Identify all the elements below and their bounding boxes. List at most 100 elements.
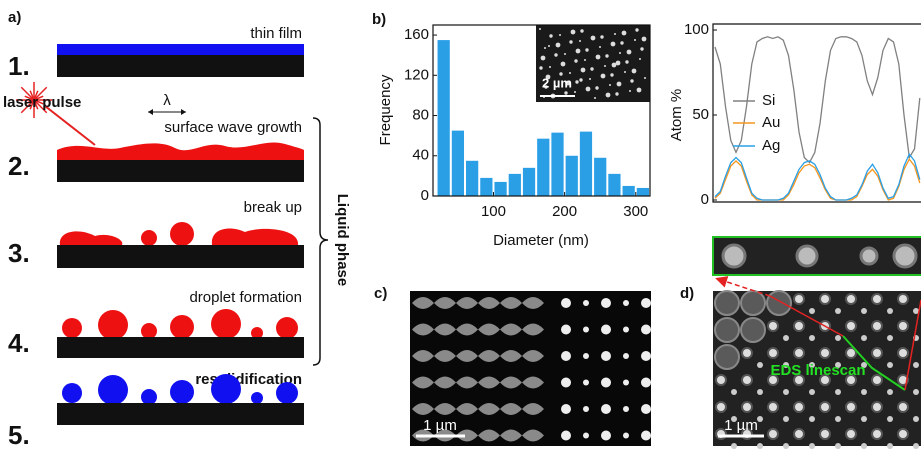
step-caption: droplet formation: [189, 289, 302, 306]
sem-particle: [575, 80, 578, 83]
sem-particle: [590, 67, 593, 70]
sem-particle: [591, 36, 596, 41]
sem-inset: 2 µm: [536, 25, 650, 102]
sem-dot: [835, 335, 841, 341]
sem-dot: [898, 294, 908, 304]
panel-a: a) thin film 1. laser pulse λ surface wa…: [3, 9, 351, 449]
panel-label: a): [8, 9, 21, 26]
sem-dot: [835, 416, 841, 422]
y-tick-label: 0: [421, 187, 429, 204]
sem-dot: [561, 325, 571, 335]
sem-dot: [623, 433, 629, 439]
sem-dot: [768, 321, 778, 331]
panel-b: b) Frequency Diameter (nm) 2 µm: [372, 11, 650, 249]
sem-dot: [835, 308, 841, 314]
sem-dot: [872, 321, 882, 331]
sem-dot: [809, 443, 815, 449]
step-caption: surface wave growth: [164, 119, 302, 136]
step-number: 4.: [8, 328, 30, 358]
sem-dot: [846, 402, 856, 412]
sem-dot: [641, 431, 651, 441]
sem-disk: [715, 345, 739, 369]
sem-particle: [579, 78, 582, 81]
y-tick-label: 120: [404, 66, 429, 83]
substrate: [57, 245, 304, 268]
sem-particle: [585, 48, 588, 51]
legend-label: Au: [762, 114, 780, 131]
sem-particle: [627, 50, 632, 55]
sem-particle: [610, 73, 613, 76]
sem-particle: [622, 31, 627, 36]
sem-particle: [569, 72, 571, 74]
sem-disk: [741, 291, 765, 315]
x-axis-label: Diameter (nm): [493, 232, 589, 249]
sem-disk: [741, 318, 765, 342]
sem-dot: [809, 308, 815, 314]
sem-particle: [617, 82, 622, 87]
step-number: 1.: [8, 51, 30, 81]
step-caption: thin film: [250, 25, 302, 42]
sem-dot: [583, 380, 589, 386]
sem-particle: [544, 47, 546, 49]
figure: a) thin film 1. laser pulse λ surface wa…: [0, 0, 921, 449]
sem-dot: [731, 389, 737, 395]
sem-particle: [601, 74, 606, 79]
sem-dot: [887, 389, 893, 395]
sem-particle: [579, 40, 581, 42]
sem-dot: [820, 402, 830, 412]
sem-dot: [561, 298, 571, 308]
sem-dot: [601, 298, 611, 308]
sem-dot: [623, 327, 629, 333]
sem-dot: [783, 443, 789, 449]
y-tick-label: 50: [692, 106, 709, 123]
droplets: [62, 309, 298, 340]
sem-dot: [583, 433, 589, 439]
sem-dot: [861, 416, 867, 422]
sem-particle: [640, 47, 643, 50]
sem-dot: [731, 443, 737, 449]
y-axis-label: Frequency: [377, 74, 394, 145]
sem-dot: [820, 348, 830, 358]
sem-particle: [642, 37, 647, 42]
sem-particle: [571, 30, 576, 35]
sem-particle: [630, 79, 633, 82]
sem-dot: [861, 389, 867, 395]
sem-dot: [623, 353, 629, 359]
sem-particle: [594, 97, 596, 99]
sem-particle: [549, 34, 552, 37]
sem-dot: [794, 294, 804, 304]
bar: [580, 132, 592, 196]
bar: [494, 182, 506, 196]
bar: [523, 168, 535, 196]
sem-dot: [861, 308, 867, 314]
panel-c: c) 1 µm: [374, 285, 651, 446]
sem-disk: [715, 291, 739, 315]
sem-dot: [872, 375, 882, 385]
annotation: EDS linescan: [770, 362, 865, 379]
sem-dot: [641, 298, 651, 308]
panel-label: b): [372, 11, 386, 28]
bar: [594, 158, 606, 196]
sem-particle: [635, 28, 638, 31]
bracket: [313, 118, 328, 365]
sem-particle: [549, 66, 551, 68]
strip-particle: [861, 248, 877, 264]
sem-particle: [619, 52, 621, 54]
laser-beam: [45, 106, 95, 145]
sem-dot: [835, 389, 841, 395]
bar: [551, 133, 563, 196]
sem-dot: [861, 335, 867, 341]
sem-dot: [757, 362, 763, 368]
sem-dot: [898, 348, 908, 358]
sem-dot: [809, 389, 815, 395]
strip-particle: [723, 245, 745, 267]
sem-dot: [794, 348, 804, 358]
strip-particle: [797, 246, 817, 266]
sem-dot: [561, 404, 571, 414]
x-tick-label: 100: [481, 203, 506, 220]
sem-dot: [872, 429, 882, 439]
step-number: 3.: [8, 238, 30, 268]
bar: [537, 139, 549, 196]
sem-particle: [599, 46, 601, 48]
sem-dot: [887, 416, 893, 422]
